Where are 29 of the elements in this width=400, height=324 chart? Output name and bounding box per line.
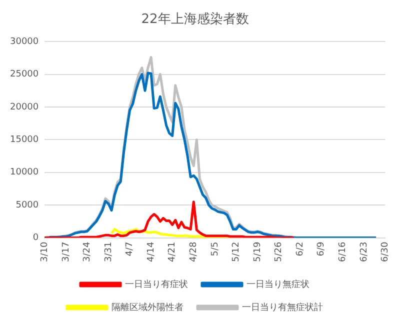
y-tick-label: 20000 bbox=[10, 102, 39, 112]
y-tick-label: 5000 bbox=[16, 200, 39, 210]
x-tick-label: 4/14 bbox=[146, 242, 156, 262]
y-tick-label: 0 bbox=[32, 233, 39, 244]
x-tick-label: 6/2 bbox=[295, 242, 306, 256]
x-tick-label: 6/16 bbox=[338, 242, 348, 262]
x-tick-label: 3/31 bbox=[104, 242, 114, 262]
y-tick-label: 30000 bbox=[10, 36, 39, 47]
x-tick-label: 3/17 bbox=[61, 242, 72, 262]
x-tick-label: 6/9 bbox=[316, 242, 327, 256]
x-tick-label: 5/19 bbox=[252, 242, 263, 262]
x-tick-label: 5/5 bbox=[210, 242, 220, 256]
x-tick-label: 4/21 bbox=[168, 242, 178, 262]
x-tick-label: 5/26 bbox=[274, 242, 284, 262]
x-tick-label: 3/24 bbox=[82, 242, 93, 262]
y-tick-label: 25000 bbox=[10, 70, 39, 80]
chart-title: 22年上海感染者数 bbox=[141, 12, 249, 28]
x-tick-label: 6/30 bbox=[380, 242, 391, 262]
x-tick-label: 4/28 bbox=[188, 242, 199, 262]
legend-label: 隔離区域外陽性者 bbox=[112, 302, 184, 313]
y-tick-label: 15000 bbox=[10, 135, 39, 146]
x-tick-label: 4/7 bbox=[125, 242, 136, 256]
y-tick-label: 10000 bbox=[10, 168, 39, 178]
legend-label: 一日当り有無症状計 bbox=[242, 302, 323, 313]
x-tick-label: 3/10 bbox=[40, 242, 50, 262]
legend-label: 一日当り無症状 bbox=[246, 278, 310, 290]
x-tick-label: 5/12 bbox=[232, 242, 242, 262]
legend-label: 一日当り有症状 bbox=[125, 278, 188, 290]
x-tick-label: 6/23 bbox=[359, 242, 370, 262]
